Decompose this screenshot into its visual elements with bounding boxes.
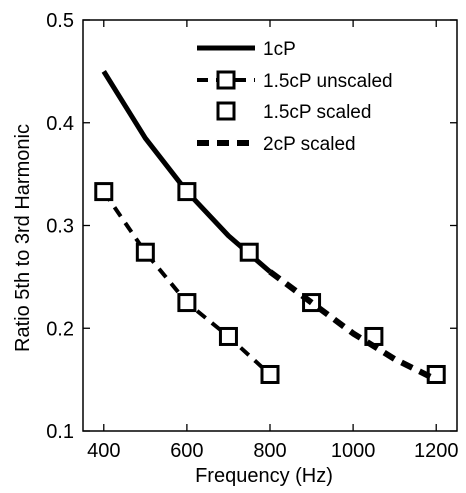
legend-label: 1.5cP scaled — [263, 102, 371, 123]
legend-label: 2cP scaled — [263, 134, 356, 155]
y-tick-label: 0.3 — [46, 216, 74, 238]
x-tick-label: 800 — [253, 440, 286, 462]
x-tick-label: 400 — [87, 440, 120, 462]
legend-marker-sample — [216, 70, 236, 90]
y-tick-label: 0.4 — [46, 113, 74, 135]
x-axis-label: Frequency (Hz) — [195, 465, 333, 487]
data-point-marker — [94, 182, 114, 202]
x-tick-label: 1000 — [331, 440, 376, 462]
series-layer — [94, 70, 446, 384]
data-point-marker — [260, 364, 280, 384]
legend-label: 1cP — [263, 39, 296, 60]
plot-frame — [82, 19, 458, 432]
legend-label: 1.5cP unscaled — [263, 71, 393, 92]
data-point-marker — [218, 326, 238, 346]
x-tick-label: 1200 — [414, 440, 459, 462]
y-tick-label: 0.1 — [46, 421, 74, 443]
legend: 1cP 1.5cP unscaled 1.5cP scaled 2cP scaled — [190, 28, 450, 162]
axes: 400 600 800 1000 1200 0.1 0.2 0.3 0.4 0.5 — [46, 10, 458, 462]
y-axis-label: Ratio 5th to 3rd Harmonic — [12, 124, 34, 352]
series-1-5cp-unscaled — [94, 182, 280, 384]
data-point-marker — [177, 293, 197, 313]
data-point-marker — [135, 242, 155, 262]
data-point-marker — [239, 242, 259, 262]
y-tick-label: 0.5 — [46, 10, 74, 32]
legend-marker-sample — [216, 101, 236, 121]
series-line — [268, 269, 438, 383]
data-point-marker — [177, 182, 197, 202]
y-tick-label: 0.2 — [46, 318, 74, 340]
x-tick-label: 600 — [170, 440, 203, 462]
series-2cp-scaled — [268, 269, 438, 383]
